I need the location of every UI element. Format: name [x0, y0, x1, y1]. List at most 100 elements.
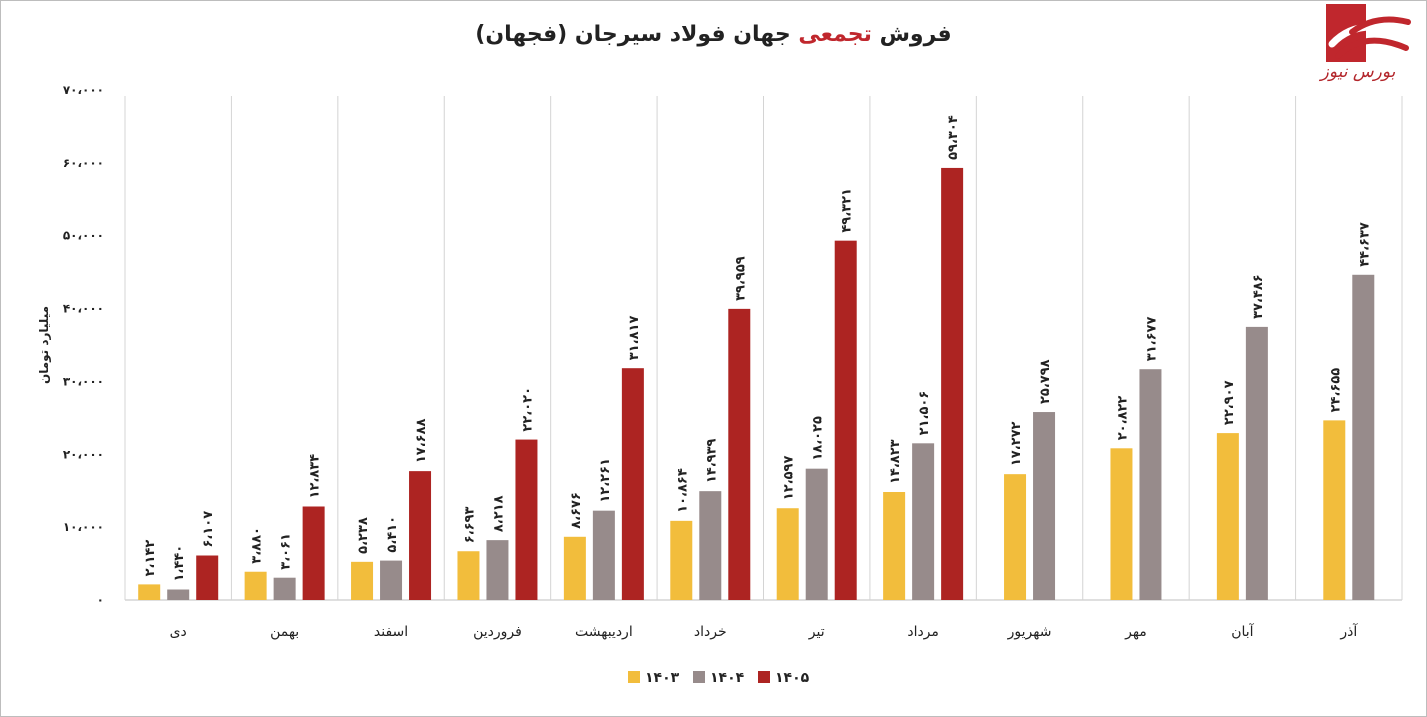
bar — [776, 508, 799, 600]
bar — [699, 491, 722, 600]
bar — [1216, 433, 1239, 600]
bar — [728, 308, 751, 600]
data-label: ۱۴،۹۳۹ — [704, 438, 719, 483]
bar — [621, 368, 644, 600]
category-label: اردیبهشت — [575, 624, 633, 640]
data-label: ۸،۶۷۶ — [569, 492, 584, 529]
data-label: ۲،۱۴۲ — [143, 540, 158, 577]
legend: ۱۴۰۳ ۱۴۰۴ ۱۴۰۵ — [628, 670, 810, 686]
data-label: ۱۷،۲۷۲ — [1009, 421, 1024, 466]
title-part1: فروش — [871, 22, 952, 47]
category-label: تیر — [808, 624, 825, 640]
category-label: دی — [170, 624, 187, 640]
bar — [834, 240, 857, 600]
y-tick-label: ۱۰،۰۰۰ — [63, 520, 104, 534]
bar — [1323, 420, 1346, 600]
legend-swatch — [693, 671, 705, 683]
bar — [196, 555, 219, 600]
bar — [515, 439, 538, 600]
data-label: ۳،۰۶۱ — [279, 533, 294, 570]
y-tick-label: ۷۰،۰۰۰ — [63, 83, 104, 97]
bar — [563, 536, 586, 600]
data-label: ۱۷،۶۸۸ — [414, 418, 429, 463]
bar — [486, 540, 509, 600]
bar — [883, 492, 906, 600]
legend-swatch — [758, 671, 770, 683]
data-label: ۱۲،۲۶۱ — [598, 458, 613, 503]
category-labels: دی بهمن اسفند فروردین اردیبهشت خرداد تیر مرداد ش… — [170, 623, 1359, 640]
bar — [1004, 474, 1027, 600]
data-label: ۶،۱۰۷ — [201, 511, 216, 548]
bars: ۲،۱۴۲ ۱،۴۴۰ ۶،۱۰۷ ۳،۸۸۰ ۳،۰۶۱ ۱۲،۸۳۴ ۵،۲۳۸ ۵،۴۱… — [138, 115, 1375, 601]
legend-swatch — [628, 671, 640, 683]
category-separators — [124, 96, 1403, 601]
y-axis: ۰ ۱۰،۰۰۰ ۲۰،۰۰۰ ۳۰،۰۰۰ ۴۰،۰۰۰ ۵۰،۰۰۰ ۶۰،۰۰۰ ۷۰،… — [37, 83, 104, 607]
y-tick-label: ۳۰،۰۰۰ — [63, 374, 104, 388]
category-label: مرداد — [907, 624, 939, 640]
y-tick-label: ۵۰،۰۰۰ — [63, 229, 104, 243]
title-part2: جهان فولاد سیرجان (فجهان) — [475, 22, 799, 47]
title-highlight: تجمعی — [798, 22, 872, 47]
y-tick-label: ۰ — [97, 593, 104, 607]
bar — [167, 589, 190, 600]
bar — [273, 577, 296, 600]
legend-label: ۱۴۰۴ — [710, 670, 745, 686]
boursenews-logo — [1326, 4, 1411, 62]
category-label: مهر — [1124, 624, 1147, 640]
bar — [244, 571, 267, 600]
bar — [302, 506, 325, 600]
data-label: ۵،۴۱۰ — [385, 516, 400, 553]
data-label: ۵،۲۳۸ — [356, 517, 371, 554]
y-axis-label: میلیارد تومان — [37, 306, 52, 384]
y-tick-label: ۶۰،۰۰۰ — [63, 156, 104, 170]
category-label: آذر — [1339, 623, 1358, 640]
category-label: خرداد — [694, 624, 727, 640]
bar — [457, 551, 480, 600]
bar — [941, 167, 964, 601]
data-label: ۳۱،۸۱۷ — [627, 316, 642, 361]
bar — [805, 468, 828, 600]
category-label: فروردین — [473, 624, 522, 640]
logo-text: بورس نیوز — [1320, 62, 1396, 82]
category-label: بهمن — [270, 624, 299, 640]
data-label: ۴۹،۳۲۱ — [840, 188, 855, 233]
bar — [351, 561, 374, 600]
data-label: ۲۱،۵۰۶ — [917, 391, 932, 436]
bar — [912, 443, 935, 600]
legend-label: ۱۴۰۳ — [645, 670, 680, 686]
bar — [380, 560, 403, 600]
data-label: ۲۵،۷۹۸ — [1038, 359, 1053, 404]
data-label: ۲۲،۰۲۰ — [520, 387, 535, 432]
bar — [1110, 448, 1133, 600]
legend-label: ۱۴۰۵ — [775, 670, 810, 686]
category-label: شهریور — [1007, 624, 1052, 640]
y-tick-label: ۲۰،۰۰۰ — [63, 447, 104, 461]
bar — [1033, 412, 1056, 600]
data-label: ۸،۲۱۸ — [491, 495, 506, 532]
bar — [1139, 369, 1162, 600]
data-label: ۳،۸۸۰ — [250, 527, 265, 564]
bar — [670, 520, 693, 600]
bar — [409, 471, 432, 600]
data-label: ۳۱،۶۷۷ — [1144, 317, 1159, 362]
data-label: ۵۹،۳۰۴ — [946, 115, 961, 160]
category-label: اسفند — [374, 624, 408, 640]
data-label: ۶،۶۹۳ — [462, 506, 477, 543]
data-label: ۳۹،۹۵۹ — [733, 256, 748, 301]
data-label: ۱۲،۵۹۷ — [782, 456, 797, 501]
data-label: ۱۰،۸۶۴ — [675, 468, 690, 513]
data-label: ۲۰،۸۲۲ — [1115, 396, 1130, 441]
bar — [592, 510, 615, 600]
data-label: ۱۴،۸۲۳ — [888, 439, 903, 484]
bar — [1245, 326, 1268, 600]
data-label: ۳۷،۴۸۶ — [1251, 274, 1266, 319]
data-label: ۱۲،۸۳۴ — [308, 454, 323, 499]
bar — [1352, 274, 1375, 600]
data-label: ۲۲،۹۰۷ — [1222, 380, 1237, 425]
chart-title: فروش تجمعی جهان فولاد سیرجان (فجهان) — [0, 22, 1427, 47]
y-tick-label: ۴۰،۰۰۰ — [63, 302, 104, 316]
bar — [138, 584, 161, 600]
data-label: ۱۸،۰۲۵ — [811, 416, 826, 461]
data-label: ۴۴،۶۳۷ — [1357, 222, 1372, 267]
